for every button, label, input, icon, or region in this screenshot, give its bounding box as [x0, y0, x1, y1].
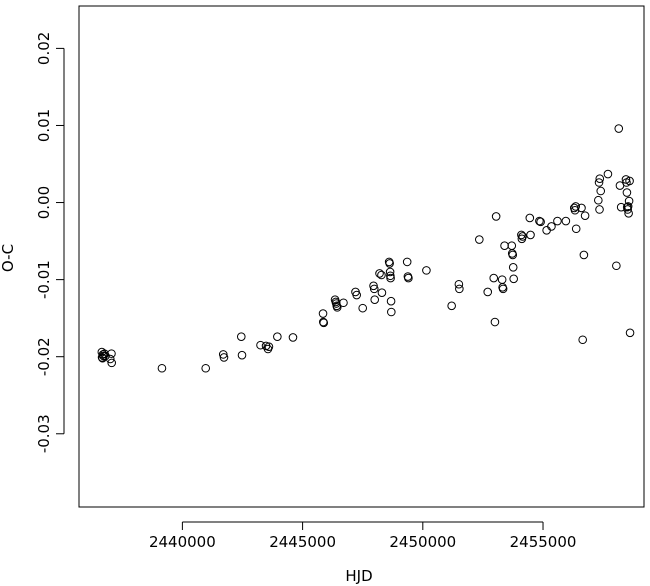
data-point	[263, 344, 273, 354]
data-point	[500, 241, 509, 251]
data-point	[377, 288, 387, 298]
data-point	[369, 284, 379, 294]
data-point	[580, 211, 590, 220]
data-point	[236, 332, 246, 341]
data-point	[97, 353, 107, 362]
y-tick-label: -0.02	[35, 337, 53, 376]
data-point	[404, 273, 413, 283]
data-point	[402, 257, 412, 267]
data-point	[369, 281, 378, 291]
data-point	[508, 250, 518, 260]
data-point	[571, 202, 581, 211]
data-point	[273, 332, 282, 341]
data-point	[614, 124, 624, 133]
data-point	[578, 335, 587, 345]
data-points	[97, 124, 635, 373]
data-point	[358, 303, 368, 313]
data-point	[385, 259, 394, 268]
data-point	[318, 309, 328, 318]
data-point	[577, 203, 586, 213]
data-point	[526, 230, 535, 240]
x-tick-label: 2455000	[510, 533, 577, 551]
data-point	[490, 317, 500, 327]
data-point	[352, 290, 361, 300]
x-tick-label: 2450000	[389, 533, 456, 551]
data-point	[594, 195, 603, 205]
data-point	[624, 209, 633, 218]
data-point	[447, 301, 456, 311]
data-point	[571, 224, 581, 234]
data-point	[370, 295, 380, 304]
data-point	[509, 274, 518, 284]
data-point	[595, 174, 605, 183]
x-tick-label: 2440000	[149, 533, 216, 551]
data-point	[105, 354, 115, 364]
y-tick-label: -0.01	[35, 260, 53, 299]
data-point	[157, 363, 167, 373]
data-point	[387, 307, 396, 317]
data-point	[561, 216, 571, 226]
y-tick-label: 0.01	[35, 109, 53, 142]
data-point	[596, 186, 606, 196]
data-point	[497, 275, 507, 284]
data-point	[454, 279, 464, 289]
data-point	[498, 284, 508, 294]
data-point	[547, 222, 556, 231]
data-point	[625, 176, 634, 186]
data-point	[237, 350, 247, 360]
data-point	[579, 250, 589, 260]
y-tick-label: 0.00	[35, 186, 53, 219]
y-tick-label: 0.02	[35, 32, 53, 65]
data-point	[489, 273, 499, 283]
data-point	[553, 216, 562, 226]
data-point	[201, 363, 211, 373]
data-point	[422, 266, 431, 275]
data-point	[218, 350, 228, 359]
data-point	[377, 270, 386, 280]
data-point	[535, 216, 544, 226]
data-point	[256, 340, 265, 350]
data-point	[483, 287, 493, 297]
y-axis-label: O-C	[0, 244, 17, 272]
data-point	[508, 262, 518, 272]
data-point	[339, 298, 348, 308]
data-point	[536, 217, 545, 227]
data-point	[386, 273, 395, 283]
x-axis: 2440000 2445000 2450000 2455000	[149, 521, 577, 551]
data-point	[525, 213, 535, 223]
data-point	[594, 178, 604, 187]
data-point	[595, 205, 604, 214]
y-axis: -0.03 -0.02 -0.01 0.00 0.01 0.02	[35, 32, 65, 453]
x-axis-label: HJD	[345, 567, 372, 585]
data-point	[288, 333, 298, 342]
data-point	[375, 269, 384, 278]
data-point	[332, 303, 342, 312]
x-tick-label: 2445000	[269, 533, 336, 551]
data-point	[612, 261, 621, 271]
data-point	[491, 212, 501, 221]
data-point	[622, 188, 632, 197]
data-point	[107, 358, 116, 368]
data-point	[624, 196, 634, 206]
data-point	[107, 349, 116, 358]
data-point	[623, 205, 632, 214]
data-point	[507, 241, 517, 251]
data-point	[219, 353, 229, 362]
plot-frame	[78, 5, 645, 508]
data-point	[623, 202, 633, 211]
data-point	[542, 225, 551, 235]
data-point	[319, 318, 329, 328]
data-point	[518, 232, 527, 241]
data-point	[475, 235, 484, 244]
data-point	[625, 328, 635, 338]
data-point	[386, 296, 396, 306]
data-point	[517, 230, 526, 240]
data-point	[385, 267, 395, 277]
data-point	[603, 169, 613, 179]
y-tick-label: -0.03	[35, 414, 53, 453]
data-point	[455, 284, 464, 294]
